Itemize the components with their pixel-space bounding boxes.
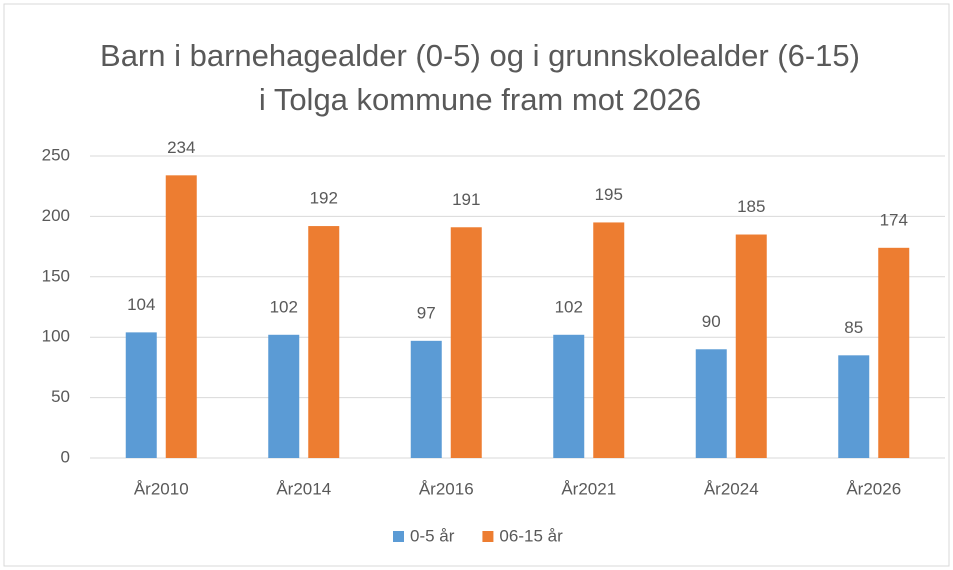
value-label: 104 bbox=[127, 295, 155, 314]
value-label: 195 bbox=[595, 185, 623, 204]
x-tick-label: År2014 bbox=[276, 479, 331, 498]
bar bbox=[410, 340, 442, 458]
chart-title: Barn i barnehagealder (0-5) og i grunnsk… bbox=[100, 38, 860, 117]
value-label: 191 bbox=[452, 190, 480, 209]
legend-label: 0-5 år bbox=[410, 526, 455, 545]
bar bbox=[308, 226, 340, 458]
bar bbox=[735, 234, 767, 458]
y-tick-label: 250 bbox=[42, 145, 70, 164]
bar bbox=[125, 332, 157, 458]
legend-label: 06-15 år bbox=[499, 526, 563, 545]
value-label: 97 bbox=[417, 303, 436, 322]
x-tick-label: År2026 bbox=[846, 479, 901, 498]
y-tick-label: 150 bbox=[42, 266, 70, 285]
value-label: 90 bbox=[702, 312, 721, 331]
x-tick-label: År2021 bbox=[561, 479, 616, 498]
x-tick-label: År2024 bbox=[704, 479, 759, 498]
bar bbox=[878, 247, 910, 458]
bar bbox=[593, 222, 625, 458]
bar bbox=[165, 175, 197, 458]
value-label: 185 bbox=[737, 197, 765, 216]
value-label: 85 bbox=[844, 318, 863, 337]
legend-swatch bbox=[482, 531, 494, 542]
bar bbox=[838, 355, 870, 458]
y-tick-label: 50 bbox=[51, 387, 70, 406]
x-tick-label: År2010 bbox=[134, 479, 189, 498]
y-tick-label: 200 bbox=[42, 206, 70, 225]
legend-swatch bbox=[393, 531, 404, 542]
value-label: 102 bbox=[270, 297, 298, 316]
value-label: 192 bbox=[310, 189, 338, 208]
bar bbox=[695, 349, 727, 458]
value-label: 102 bbox=[555, 297, 583, 316]
value-label: 174 bbox=[880, 210, 908, 229]
value-label: 234 bbox=[167, 138, 195, 157]
bar bbox=[450, 227, 482, 458]
x-tick-label: År2016 bbox=[419, 479, 474, 498]
bar bbox=[553, 334, 585, 458]
y-tick-label: 0 bbox=[61, 447, 70, 466]
y-tick-label: 100 bbox=[42, 327, 70, 346]
bar bbox=[268, 334, 300, 458]
